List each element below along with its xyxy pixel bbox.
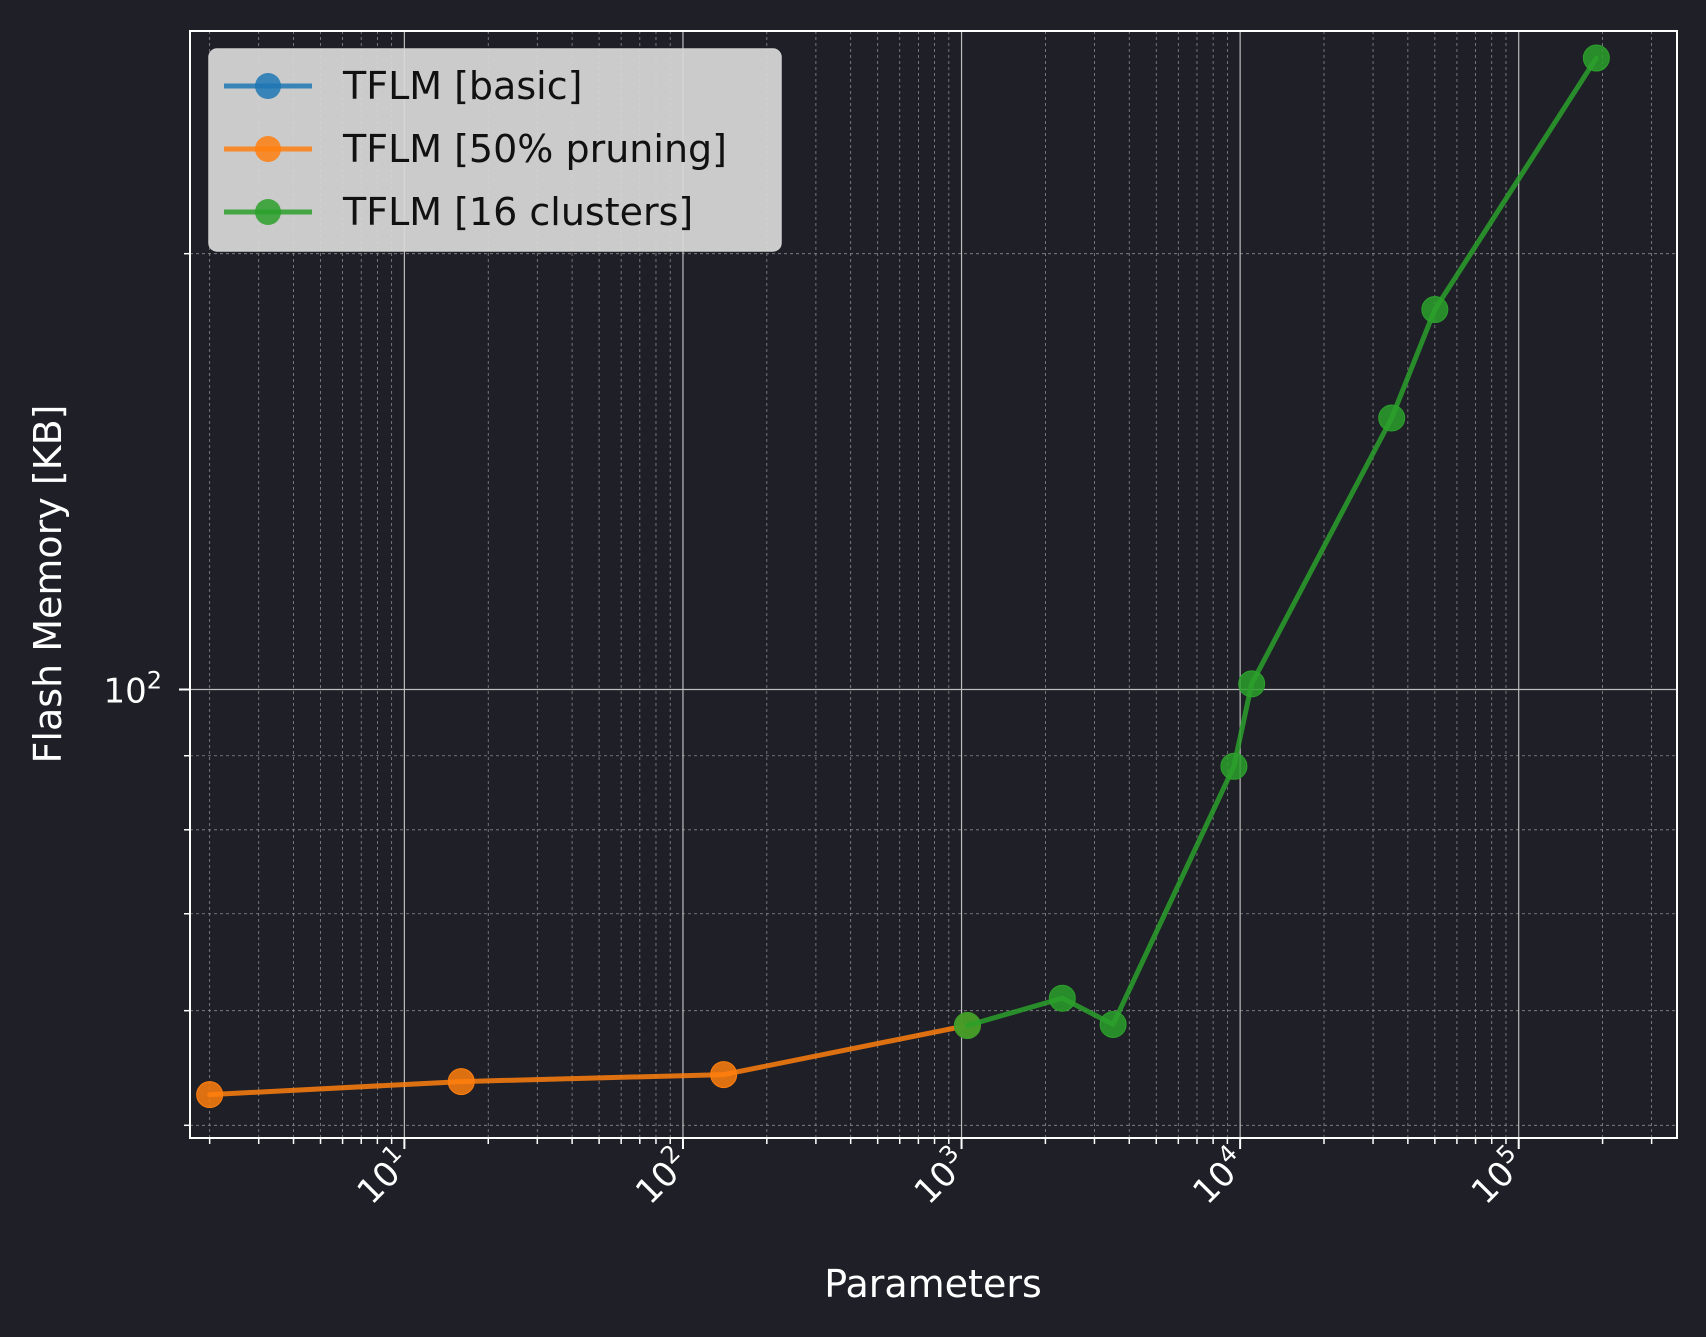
plot-frame: [189, 30, 1678, 1139]
legend-marker: [255, 73, 281, 99]
data-point: [1099, 1010, 1127, 1038]
legend-marker: [255, 136, 281, 162]
x-axis-label: Parameters: [824, 1262, 1042, 1306]
legend-entry: TFLM [50% pruning]: [224, 127, 727, 171]
series-2: [953, 44, 1610, 1040]
series-line: [207, 1023, 970, 1098]
legend-label: TFLM [basic]: [342, 64, 582, 108]
legend-entry: TFLM [basic]: [224, 64, 582, 108]
legend-label: TFLM [50% pruning]: [342, 127, 727, 171]
data-point: [447, 1068, 475, 1096]
legend: TFLM [basic] TFLM [50% pruning] TFLM [16 c…: [208, 48, 782, 252]
data-point: [1238, 670, 1266, 698]
data-point: [1378, 404, 1406, 432]
legend-entry: TFLM [16 clusters]: [224, 190, 693, 234]
legend-label: TFLM [16 clusters]: [342, 190, 693, 234]
data-point: [710, 1061, 738, 1089]
series-layer: [196, 44, 1610, 1109]
legend-box: [208, 48, 782, 252]
data-point: [196, 1081, 224, 1109]
y-tick-label-exponent: 2: [147, 666, 162, 694]
legend-marker: [255, 199, 281, 225]
data-point: [1582, 44, 1610, 72]
minor-gridlines: [190, 31, 1677, 1138]
y-axis-label: Flash Memory [KB]: [26, 405, 70, 764]
y-tick-label-base: 10: [103, 671, 146, 711]
data-point: [953, 1012, 981, 1040]
data-point: [1421, 296, 1449, 324]
data-point: [1048, 984, 1076, 1012]
data-point: [1220, 752, 1248, 780]
tick-marks: [179, 252, 1653, 1149]
y-tick-label: 102: [103, 666, 162, 711]
